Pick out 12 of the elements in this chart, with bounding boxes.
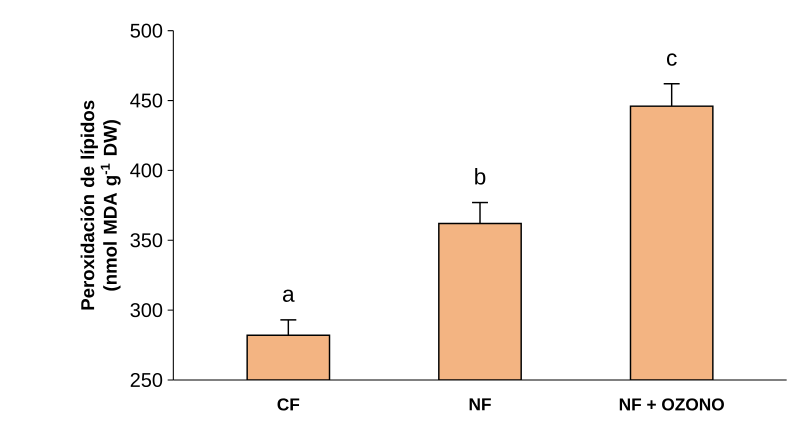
y-tick-label: 250 [130,372,162,388]
annotation: a [283,290,295,302]
y-tick-label: 450 [130,93,162,108]
y-tick-label: 350 [130,233,162,248]
x-tick-label: NF + OZONO [620,398,724,411]
annotation: c [666,53,677,66]
y-tick-label: 300 [130,303,162,318]
x-tick-label: CF [278,398,300,411]
x-tick-label: NF [470,398,491,410]
annotation: b [475,168,486,185]
y-tick-label: 500 [130,24,162,38]
y-tick-label: 400 [130,163,162,178]
